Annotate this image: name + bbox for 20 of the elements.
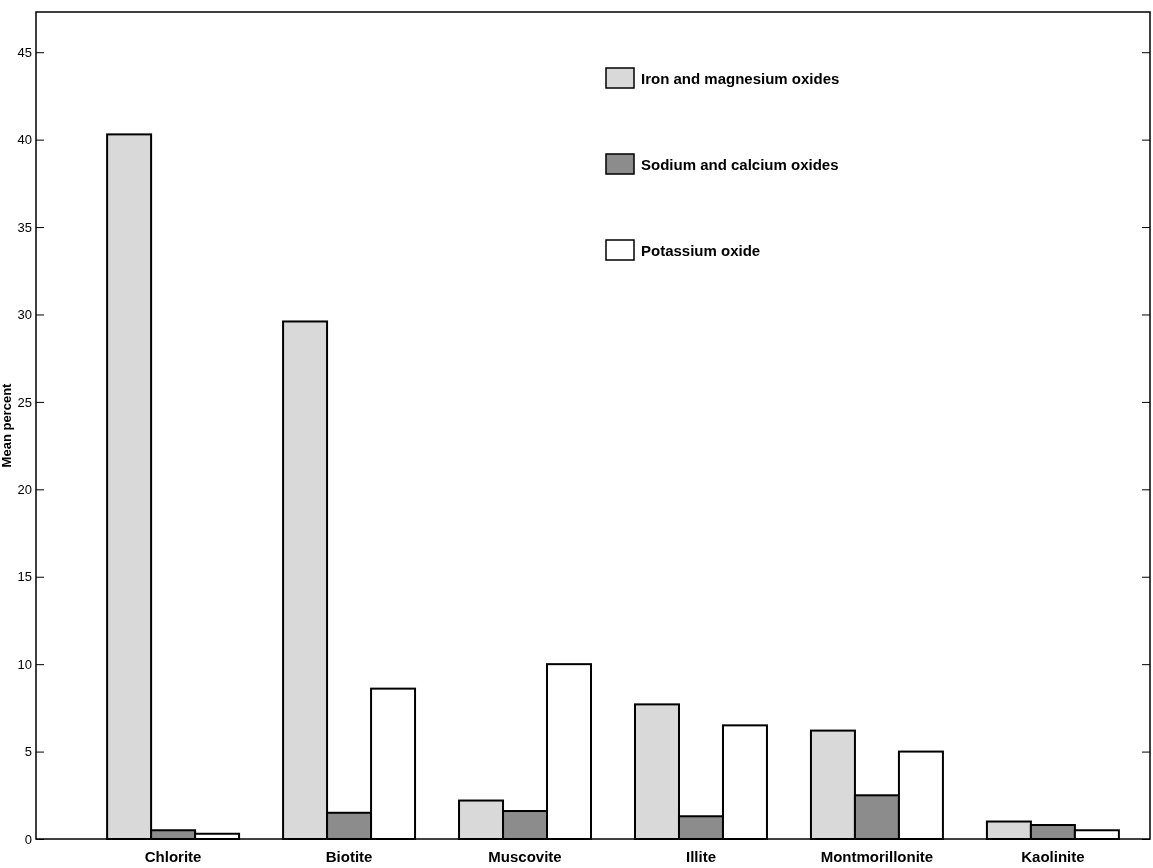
x-tick-label: Biotite xyxy=(325,848,373,865)
y-tick-label: 45 xyxy=(17,44,32,60)
y-axis-title: Mean percent xyxy=(0,382,14,468)
y-tick-label: 20 xyxy=(17,481,32,497)
y-tick-label: 15 xyxy=(17,569,32,585)
x-tick-label: Muscovite xyxy=(488,848,562,865)
x-tick-label: Montmorillonite xyxy=(820,848,934,865)
y-tick-label: 5 xyxy=(24,744,32,760)
legend-label: Iron and magnesium oxides xyxy=(641,70,840,87)
legend-label: Sodium and calcium oxides xyxy=(641,156,839,173)
y-tick-label: 40 xyxy=(17,132,32,148)
x-tick-label: Illite xyxy=(685,848,716,865)
x-tick-label: Chlorite xyxy=(144,848,202,865)
y-tick-label: 30 xyxy=(17,307,32,323)
y-tick-label: 35 xyxy=(17,219,32,235)
y-tick-label: 25 xyxy=(17,394,32,410)
legend-label: Potassium oxide xyxy=(641,242,761,259)
x-tick-label: Kaolinite xyxy=(1021,848,1085,865)
y-tick-label: 10 xyxy=(17,656,32,672)
y-tick-label: 0 xyxy=(24,831,32,847)
